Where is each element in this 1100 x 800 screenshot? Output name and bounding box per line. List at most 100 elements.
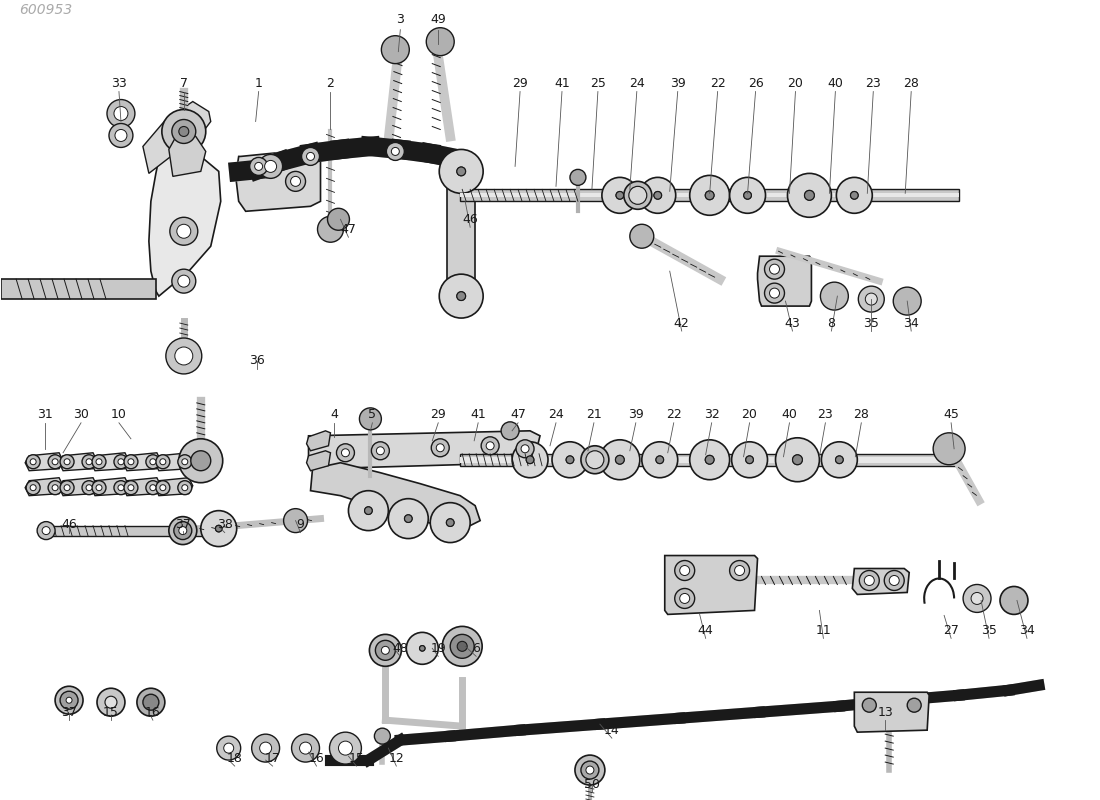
Circle shape [48, 454, 62, 469]
Text: 50: 50 [584, 778, 600, 790]
Circle shape [862, 698, 877, 712]
Circle shape [744, 191, 751, 199]
Circle shape [349, 490, 388, 530]
Circle shape [526, 456, 534, 463]
Circle shape [360, 408, 382, 430]
Circle shape [866, 293, 878, 305]
Text: 19: 19 [430, 642, 447, 655]
Circle shape [118, 485, 124, 490]
Polygon shape [91, 453, 129, 470]
Circle shape [732, 442, 768, 478]
Circle shape [641, 442, 678, 478]
Circle shape [124, 481, 138, 494]
Circle shape [104, 696, 117, 708]
Circle shape [850, 191, 858, 199]
Circle shape [502, 422, 519, 440]
Text: 15: 15 [349, 751, 364, 765]
Text: 18: 18 [227, 751, 243, 765]
Circle shape [201, 510, 236, 546]
Circle shape [705, 191, 714, 200]
Circle shape [388, 498, 428, 538]
Circle shape [30, 485, 36, 490]
Circle shape [821, 282, 848, 310]
Bar [460, 194, 959, 198]
Text: 2: 2 [327, 77, 334, 90]
Text: 37: 37 [175, 518, 190, 531]
Polygon shape [168, 131, 206, 176]
Circle shape [1000, 586, 1027, 614]
Circle shape [616, 191, 624, 199]
Circle shape [690, 440, 729, 480]
Circle shape [586, 766, 594, 774]
Polygon shape [148, 130, 221, 296]
Bar [460, 457, 959, 462]
Polygon shape [758, 256, 812, 306]
Polygon shape [25, 453, 63, 470]
Circle shape [653, 191, 661, 199]
Circle shape [521, 445, 529, 453]
Text: 6: 6 [472, 642, 480, 655]
Circle shape [419, 646, 425, 651]
Circle shape [128, 485, 134, 490]
Circle shape [382, 646, 389, 654]
Circle shape [859, 570, 879, 590]
Polygon shape [123, 453, 161, 470]
Text: 12: 12 [388, 751, 404, 765]
Circle shape [172, 119, 196, 143]
Circle shape [792, 455, 802, 465]
Text: 45: 45 [943, 408, 959, 422]
Polygon shape [91, 478, 129, 496]
Circle shape [735, 566, 745, 575]
Circle shape [177, 224, 190, 238]
Circle shape [964, 585, 991, 613]
Text: 3: 3 [396, 14, 405, 26]
Circle shape [456, 167, 465, 176]
Circle shape [450, 634, 474, 658]
Circle shape [680, 594, 690, 603]
Circle shape [174, 522, 191, 539]
Circle shape [513, 442, 548, 478]
Circle shape [178, 481, 191, 494]
Circle shape [656, 456, 663, 463]
Circle shape [160, 485, 166, 490]
Text: 20: 20 [788, 77, 803, 90]
Circle shape [674, 561, 695, 581]
Circle shape [179, 126, 189, 137]
Text: 35: 35 [864, 317, 879, 330]
Circle shape [107, 99, 135, 127]
Circle shape [42, 526, 51, 534]
Circle shape [290, 176, 300, 186]
Polygon shape [307, 431, 330, 450]
Circle shape [150, 485, 156, 490]
Text: 46: 46 [462, 213, 478, 226]
Circle shape [865, 575, 874, 586]
Text: 23: 23 [866, 77, 881, 90]
Circle shape [124, 454, 138, 469]
Circle shape [893, 287, 921, 315]
Circle shape [889, 575, 899, 586]
Circle shape [419, 646, 425, 651]
Circle shape [427, 28, 454, 56]
Circle shape [26, 454, 40, 469]
Circle shape [405, 514, 412, 522]
Circle shape [680, 566, 690, 575]
Circle shape [66, 698, 73, 703]
Circle shape [128, 458, 134, 465]
Circle shape [60, 691, 78, 710]
Circle shape [674, 589, 695, 609]
Circle shape [37, 522, 55, 539]
Text: 10: 10 [111, 408, 126, 422]
Circle shape [92, 481, 106, 494]
Text: 16: 16 [145, 706, 161, 718]
Text: 27: 27 [943, 624, 959, 637]
Circle shape [836, 178, 872, 214]
Circle shape [630, 224, 653, 248]
Text: 35: 35 [981, 624, 997, 637]
Text: 4: 4 [330, 408, 339, 422]
Circle shape [406, 632, 438, 664]
Polygon shape [664, 555, 758, 614]
Circle shape [566, 456, 574, 463]
Circle shape [307, 153, 315, 161]
Circle shape [705, 455, 714, 464]
Text: 16: 16 [309, 751, 324, 765]
